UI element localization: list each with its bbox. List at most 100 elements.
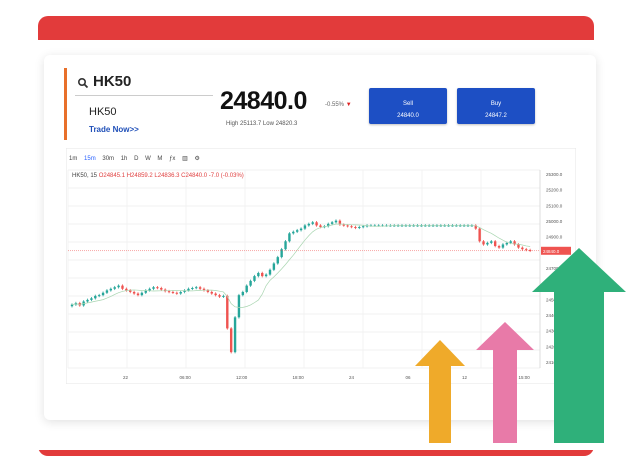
- y-tick-label: 25000.0: [546, 219, 563, 224]
- candle: [144, 290, 147, 293]
- candle: [478, 228, 481, 242]
- candle: [214, 293, 217, 296]
- candle: [513, 241, 516, 245]
- candle: [233, 317, 237, 353]
- candle: [396, 225, 400, 227]
- price-change: -0.55% ▼: [325, 102, 352, 108]
- bars-icon[interactable]: ▥: [182, 156, 188, 162]
- candle: [490, 241, 493, 243]
- symbol-name: HK50: [89, 106, 117, 118]
- candle: [272, 263, 276, 270]
- tf-15m[interactable]: 15m: [84, 156, 96, 162]
- candle: [105, 290, 109, 293]
- candle: [327, 223, 330, 227]
- candle: [167, 291, 171, 293]
- tf-m[interactable]: M: [157, 156, 163, 162]
- change-value: -0.55%: [325, 102, 345, 108]
- y-tick-label: 25100.0: [546, 203, 563, 208]
- candle: [245, 285, 248, 292]
- candle: [330, 222, 334, 224]
- candle: [121, 285, 124, 289]
- candle: [163, 289, 167, 292]
- candle: [358, 227, 361, 229]
- candle: [249, 280, 252, 286]
- candle: [342, 224, 345, 226]
- growth-arrow-yellow-icon: [415, 340, 465, 443]
- candle: [257, 272, 260, 277]
- x-tick-label: 12: [462, 375, 468, 380]
- symbol-search-input[interactable]: HK50: [93, 73, 132, 90]
- sell-label: Sell: [402, 101, 413, 107]
- tf-d[interactable]: D: [134, 156, 139, 162]
- trade-now-link[interactable]: Trade Now>>: [89, 125, 139, 134]
- x-tick-label: 12:00: [236, 375, 248, 380]
- tf-w[interactable]: W: [145, 156, 151, 162]
- candle: [493, 241, 497, 247]
- candle: [338, 220, 342, 225]
- down-arrow-icon: ▼: [345, 102, 352, 108]
- buy-label: Buy: [490, 101, 502, 107]
- candle: [400, 225, 404, 227]
- candle: [171, 291, 175, 293]
- candle: [346, 225, 349, 227]
- search-icon[interactable]: [77, 77, 89, 89]
- candle: [268, 269, 272, 275]
- candle: [175, 292, 179, 294]
- candle: [393, 225, 396, 227]
- buy-button[interactable]: Buy 24847.2: [457, 88, 535, 124]
- candle: [94, 295, 97, 299]
- candle: [117, 285, 120, 288]
- candle: [206, 290, 210, 292]
- candle: [152, 287, 155, 289]
- candle: [299, 228, 303, 231]
- candle: [148, 288, 151, 291]
- settings-icon[interactable]: ⚙: [194, 156, 200, 162]
- y-tick-label: 25300.0: [546, 172, 563, 177]
- candle: [222, 295, 225, 297]
- candle: [354, 227, 357, 229]
- candle: [412, 225, 415, 227]
- tf-30m[interactable]: 30m: [102, 156, 115, 162]
- candle: [361, 226, 365, 228]
- candle: [229, 328, 233, 353]
- candle: [447, 225, 450, 227]
- candle: [101, 292, 105, 296]
- tf-1h[interactable]: 1h: [120, 156, 128, 162]
- x-tick-label: 15:00: [519, 375, 531, 380]
- candle: [420, 225, 423, 227]
- x-tick-label: 18:00: [293, 375, 305, 380]
- divider: [75, 95, 213, 96]
- candle: [443, 225, 446, 227]
- candle: [311, 222, 314, 224]
- candle: [505, 242, 509, 245]
- candle: [191, 288, 194, 290]
- candle: [129, 290, 132, 292]
- x-tick-label: 24: [349, 375, 355, 380]
- chart-toolbar: 1m 15m 30m 1h D W M ƒx ▥ ⚙: [69, 155, 205, 162]
- x-tick-label: 06: [406, 375, 412, 380]
- candle: [315, 222, 318, 226]
- candle: [140, 292, 144, 296]
- sell-button[interactable]: Sell 24840.0: [369, 88, 447, 124]
- candle: [497, 246, 501, 248]
- ohlc-symbol: HK50, 15: [72, 173, 98, 179]
- candle: [264, 274, 268, 277]
- candle: [70, 304, 74, 307]
- candle: [295, 230, 299, 232]
- indicators-icon[interactable]: ƒx: [169, 156, 176, 162]
- candle: [97, 295, 101, 297]
- candle: [86, 299, 89, 302]
- candle: [404, 225, 408, 227]
- candle: [501, 244, 505, 248]
- growth-arrow-pink-icon: [476, 322, 534, 443]
- candle: [431, 225, 435, 227]
- y-tick-label: 25200.0: [546, 188, 563, 193]
- candle: [334, 220, 338, 223]
- candle: [280, 249, 283, 258]
- candle: [202, 288, 206, 291]
- candle: [195, 287, 198, 289]
- tf-1m[interactable]: 1m: [69, 156, 78, 162]
- last-price-label: 24840.0: [543, 249, 560, 254]
- x-tick-label: 06:00: [180, 375, 192, 380]
- candle: [521, 247, 524, 250]
